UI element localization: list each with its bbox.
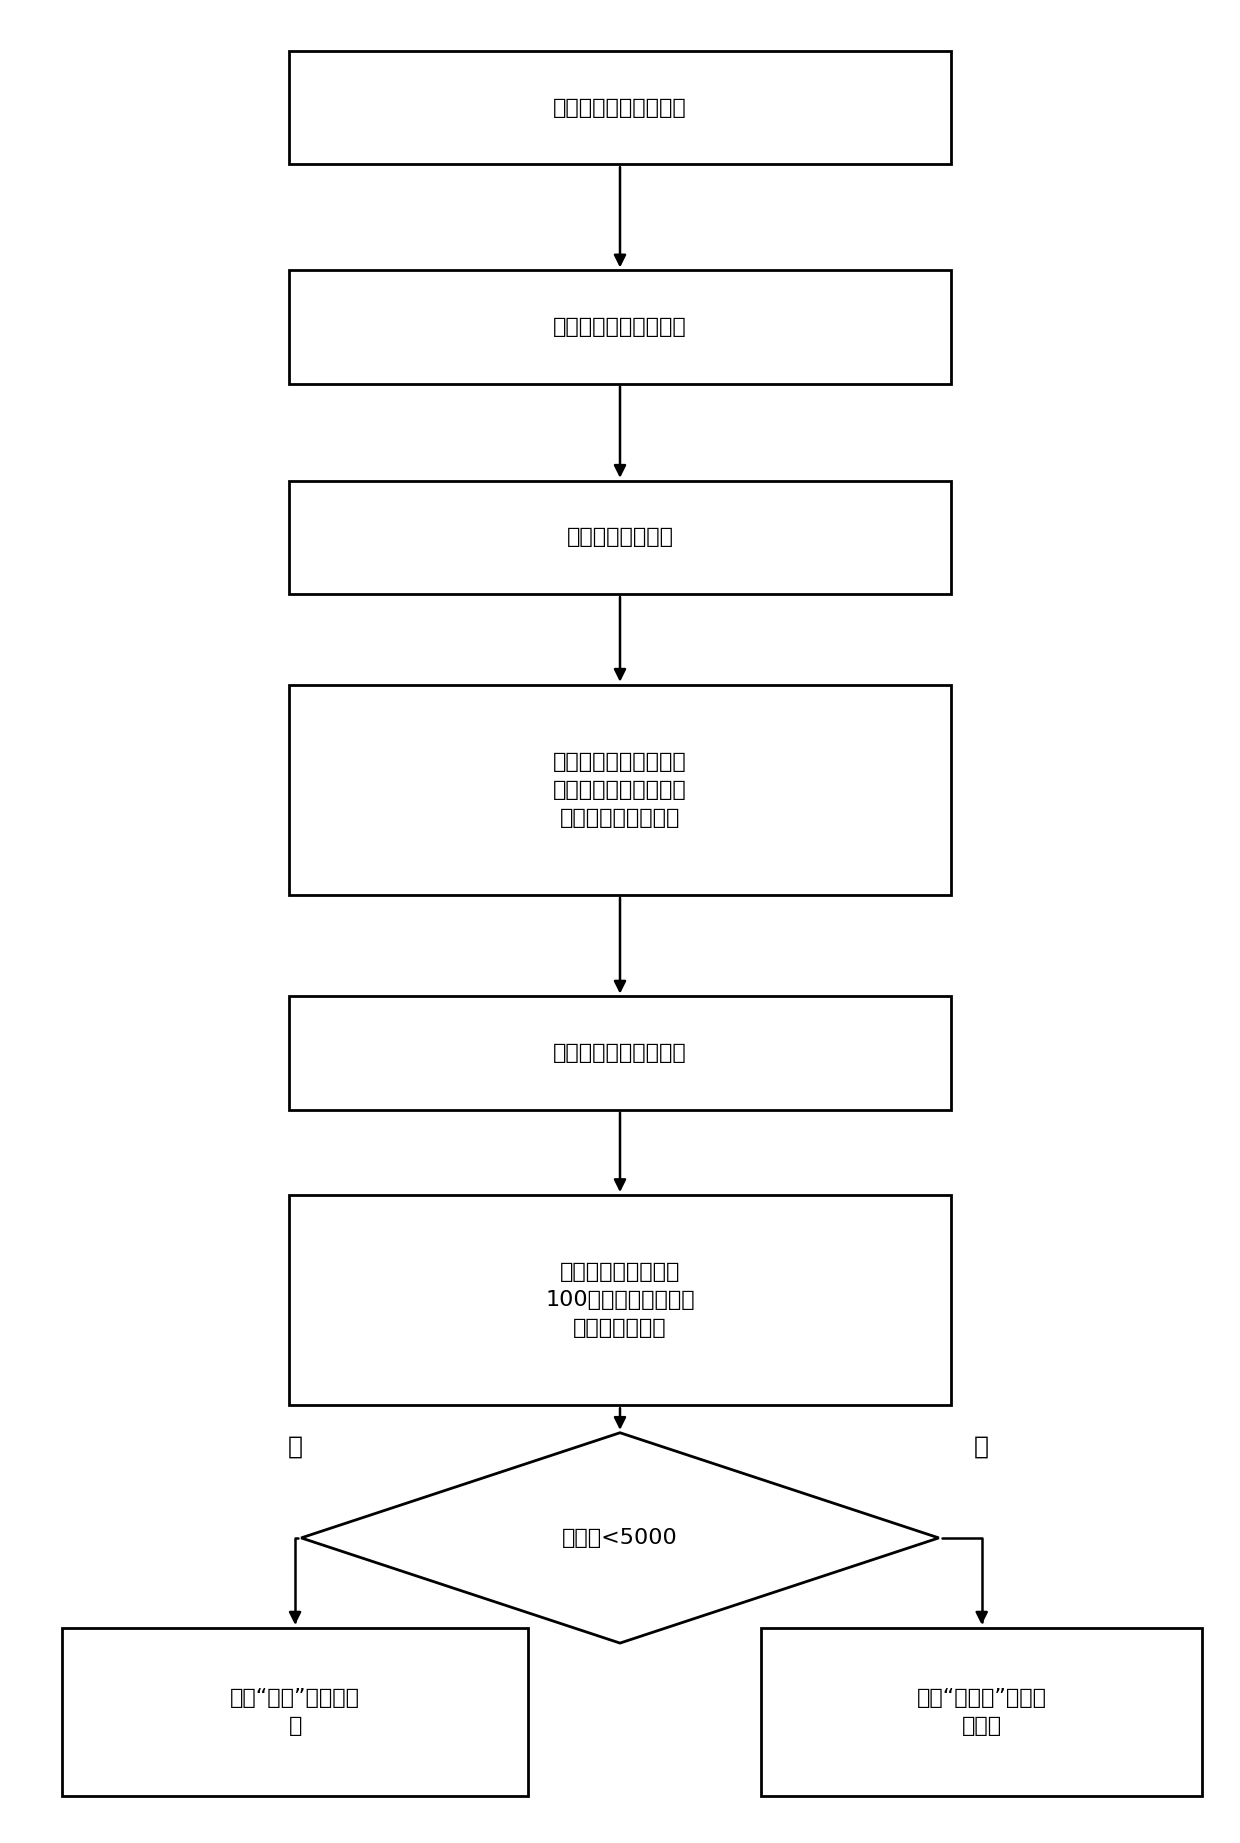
- FancyBboxPatch shape: [761, 1627, 1203, 1795]
- FancyBboxPatch shape: [289, 684, 951, 896]
- Text: 否: 否: [975, 1434, 990, 1458]
- Text: 是: 是: [288, 1434, 303, 1458]
- Text: 去除连通域面积小于
100的値，计算余下的
连通域面积总和: 去除连通域面积小于 100的値，计算余下的 连通域面积总和: [546, 1262, 694, 1338]
- Text: 边缘检测得到的轮廓比
较琐碎，通过膨胀处理
将细小边缘连接起来: 边缘检测得到的轮廓比 较琐碎，通过膨胀处理 将细小边缘连接起来: [553, 752, 687, 828]
- FancyBboxPatch shape: [289, 481, 951, 593]
- FancyBboxPatch shape: [289, 997, 951, 1109]
- Text: 总面积<5000: 总面积<5000: [562, 1528, 678, 1548]
- FancyBboxPatch shape: [289, 52, 951, 164]
- FancyBboxPatch shape: [289, 271, 951, 383]
- Text: 统计每块连通域的面积: 统计每块连通域的面积: [553, 1043, 687, 1063]
- FancyBboxPatch shape: [62, 1627, 528, 1795]
- Text: 边缘检测提取轮廓: 边缘检测提取轮廓: [567, 527, 673, 547]
- Text: 输出“不合格”，并警
告提示: 输出“不合格”，并警 告提示: [916, 1688, 1047, 1736]
- Text: 相机拍摄板材表面图片: 相机拍摄板材表面图片: [553, 98, 687, 118]
- FancyBboxPatch shape: [289, 1194, 951, 1406]
- Text: 双边滤波去除图像噪声: 双边滤波去除图像噪声: [553, 317, 687, 337]
- Polygon shape: [301, 1432, 939, 1644]
- Text: 输出“合格”，继续运
行: 输出“合格”，继续运 行: [231, 1688, 360, 1736]
